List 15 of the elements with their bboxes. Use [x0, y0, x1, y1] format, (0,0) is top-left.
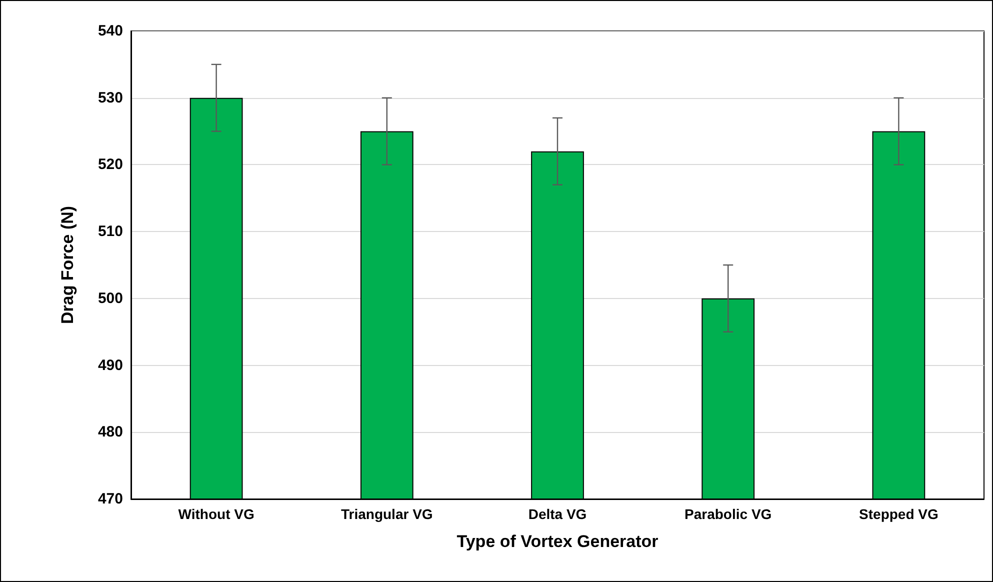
y-tick-label: 520 [98, 156, 123, 174]
x-tick-label: Parabolic VG [684, 506, 772, 522]
y-tick-label: 510 [98, 223, 123, 240]
y-tick-label: 530 [98, 89, 123, 106]
x-tick-label: Delta VG [528, 506, 587, 522]
y-tick-label: 480 [98, 424, 123, 441]
y-tick-label: 540 [98, 22, 123, 40]
y-tick-label: 500 [98, 290, 123, 307]
x-axis-title: Type of Vortex Generator [456, 532, 659, 551]
x-tick-label: Stepped VG [859, 506, 938, 522]
x-tick-label: Triangular VG [340, 506, 433, 522]
y-tick-label: 490 [98, 356, 123, 374]
x-tick-label: Without VG [178, 506, 254, 522]
y-tick-label: 470 [98, 490, 123, 508]
y-axis-title: Drag Force (N) [58, 206, 77, 324]
